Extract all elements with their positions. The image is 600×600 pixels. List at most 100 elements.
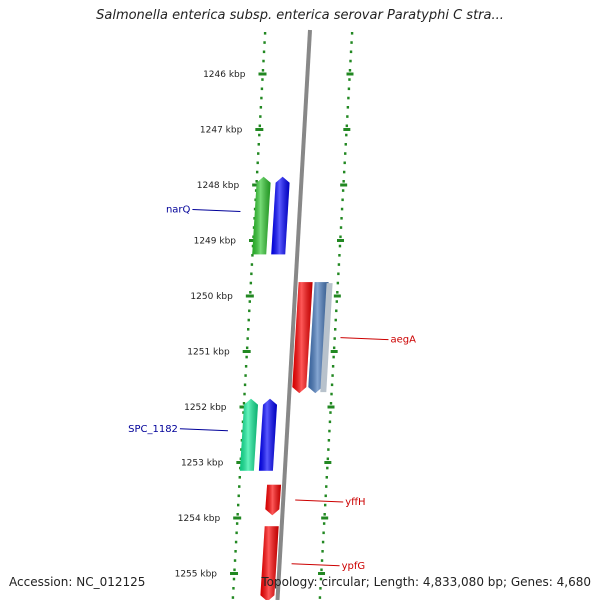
right-ruler-dot [340,207,344,211]
left-ruler-dot [248,309,251,313]
right-ruler-dot [349,59,352,63]
right-ruler-dot [325,485,328,488]
accession-text: Accession: NC_012125 [9,575,146,589]
left-ruler-dot [232,577,236,581]
right-ruler-dot [344,152,347,155]
gene-layer [239,176,333,600]
gene-label-leader-line [179,428,228,432]
tick-label: 1246 kbp [203,70,246,80]
left-ruler-dot [251,254,254,257]
gene-label-leader-line [295,499,344,503]
left-ruler-dot [242,402,246,405]
left-ruler-dot [260,87,264,91]
left-ruler-dot [247,328,250,331]
left-ruler-dot [259,106,263,109]
gene-shading [292,282,313,394]
tick-mark [249,239,258,242]
left-ruler-dot [237,494,240,498]
right-ruler-dot [336,291,339,294]
tick-layer: 1246 kbp 1247 kbp 1248 kbp 1249 kbp 1250 kbp… [175,70,354,580]
left-ruler-dot [234,550,237,553]
right-ruler-dot [331,365,335,368]
left-ruler-dot [243,383,247,387]
left-ruler-dot [249,281,253,285]
right-ruler-dot [350,32,354,35]
right-ruler-dot [320,568,323,572]
right-ruler-dot [345,133,348,137]
topology-summary-text: Topology: circular; Length: 4,833,080 bp… [261,575,591,589]
gene-label-SPC_1182[interactable]: SPC_1182 [128,424,178,435]
tick-label: 1249 kbp [194,237,237,247]
tick-label: 1251 kbp [187,348,230,358]
right-ruler-dot [350,41,353,44]
right-ruler-dot [344,143,347,146]
right-ruler-dot [322,531,325,535]
right-ruler-dot [319,577,323,581]
tick-mark [343,128,351,131]
right-ruler-dot [320,559,324,562]
right-ruler-dot [346,106,350,109]
tick-label: 1247 kbp [200,126,243,136]
left-ruler-dot [257,152,260,155]
right-ruler-dot [331,374,334,377]
tick-mark [239,405,248,409]
right-ruler-dot [338,244,342,248]
left-ruler-dot [248,300,251,303]
gene-label-aegA[interactable]: aegA [390,335,416,346]
left-ruler-dot [246,337,249,340]
right-ruler-dot [327,448,330,451]
gene-label-narQ[interactable]: narQ [166,205,191,216]
gene-shading [265,484,282,516]
right-ruler-dot [349,50,353,54]
left-ruler-dot [234,540,238,544]
left-ruler-dot [249,291,252,294]
gene-shading [271,176,290,255]
right-ruler-dot [340,217,343,220]
genome-title: Salmonella enterica subsp. enterica sero… [96,8,504,23]
left-ruler-dot [245,355,248,359]
right-ruler-dot [325,476,328,479]
tick-mark [318,572,326,575]
right-ruler-dot [332,346,336,350]
tick-mark [346,72,354,76]
backbone-layer [275,29,312,600]
tick-mark [233,516,242,520]
left-ruler-dot [232,587,235,590]
right-ruler-dot [341,198,344,202]
gene-label-ypfG[interactable]: ypfG [342,561,366,572]
right-ruler-dot [338,254,341,257]
right-ruler-dot [326,457,330,461]
left-ruler-dot [263,41,266,44]
tick-mark [252,183,261,187]
gene-shading [260,526,279,600]
right-ruler-dot [319,587,322,590]
tick-label: 1250 kbp [190,292,233,302]
right-ruler-dot [327,439,331,442]
right-ruler-dot [328,420,332,424]
left-ruler-dot [255,170,259,174]
left-ruler-dot [263,32,267,35]
right-ruler-dot [346,115,349,118]
left-ruler-dot [261,78,264,81]
left-ruler-dot [238,476,241,479]
left-ruler-dot [242,411,245,414]
right-ruler-dot [330,383,334,387]
right-ruler-dot [324,494,327,498]
left-ruler-dot [236,503,240,507]
gene-label-yffH[interactable]: yffH [345,497,365,508]
tick-label: 1253 kbp [181,459,224,469]
left-ruler-dot [250,272,253,276]
tick-label: 1255 kbp [175,570,218,580]
tick-mark [340,183,348,187]
gene-label-leader-line [192,209,241,213]
left-ruler-dot [250,263,254,266]
gene-label-leader-line [291,563,340,567]
tick-mark [321,516,329,520]
right-ruler-dot [323,503,327,507]
tick-mark [337,239,345,242]
right-ruler-dot [348,78,351,81]
left-ruler-dot [262,59,265,63]
left-ruler-dot [233,568,236,572]
